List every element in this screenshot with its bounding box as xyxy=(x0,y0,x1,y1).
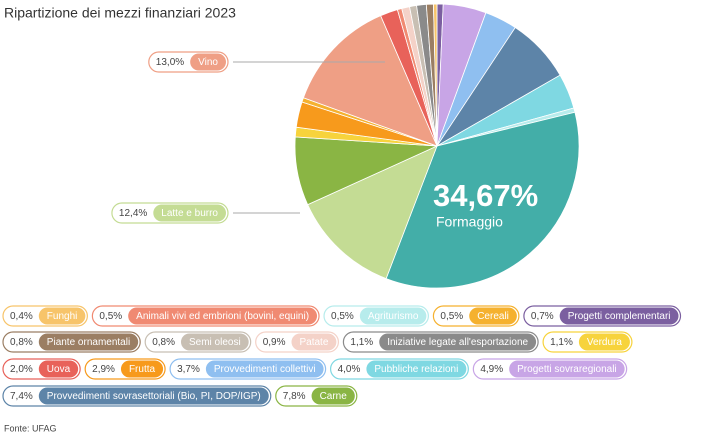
legend-item: 0,8% Piante ornamentali xyxy=(2,331,141,353)
legend-swatch xyxy=(128,307,318,325)
legend-value: 0,5% xyxy=(331,311,354,322)
legend-item: 12,4% Latte e burro xyxy=(111,202,229,224)
legend-label: Iniziative legate all'esportazione xyxy=(387,337,528,348)
legend-value: 3,7% xyxy=(177,364,200,375)
legend-label: Semi oleosi xyxy=(189,337,241,348)
legend-swatch xyxy=(120,360,164,378)
legend-item: 0,9% Patate xyxy=(255,331,340,353)
legend-value: 0,4% xyxy=(10,311,33,322)
chart-title: Ripartizione dei mezzi finanziari 2023 xyxy=(4,5,236,21)
legend-label: Verdura xyxy=(587,337,622,348)
legend-swatch xyxy=(38,387,269,405)
legend-value: 7,8% xyxy=(283,391,306,402)
legend-item: 0,5% Cereali xyxy=(432,305,520,327)
legend-value: 0,5% xyxy=(440,311,463,322)
pie-slice xyxy=(385,111,580,289)
legend-value: 7,4% xyxy=(10,391,33,402)
legend-label: Provvedimenti sovrasettoriali (Bio, PI, … xyxy=(47,391,261,402)
legend-swatch xyxy=(38,360,79,378)
legend-value: 0,9% xyxy=(263,337,286,348)
legend-swatch xyxy=(578,333,630,351)
slice-label: Formaggio xyxy=(436,214,503,230)
legend-item: 0,8% Semi oleosi xyxy=(144,331,252,353)
legend-swatch xyxy=(509,360,625,378)
legend-item: 4,0% Pubbliche relazioni xyxy=(329,358,469,380)
legend-item: 7,4% Provvedimenti sovrasettoriali (Bio, … xyxy=(2,385,272,407)
legend-item: 1,1% Verdura xyxy=(542,331,633,353)
legend-item: 0,4% Funghi xyxy=(2,305,88,327)
legend-swatch xyxy=(180,333,249,351)
legend-value: 2,9% xyxy=(92,364,115,375)
pie-slice xyxy=(433,3,438,147)
legend-swatch xyxy=(366,360,467,378)
legend-label: Latte e burro xyxy=(161,208,218,219)
legend-item: 0,7% Progetti complementari xyxy=(523,305,682,327)
legend-swatch xyxy=(153,204,226,222)
legend-swatch xyxy=(469,307,517,325)
legend-item: 2,9% Frutta xyxy=(84,358,166,380)
legend-item: 1,1% Iniziative legate all'esportazione xyxy=(342,331,539,353)
legend-item: 3,7% Provvedimenti collettivi xyxy=(169,358,327,380)
legend-item: 0,5% Animali vivi ed embrioni (bovini, eq… xyxy=(91,305,320,327)
legend-label: Agriturismo xyxy=(368,311,419,322)
legend-swatch xyxy=(359,307,427,325)
pie-slice xyxy=(307,145,438,280)
legend-item: 13,0% Vino xyxy=(148,51,229,73)
legend-value: 1,1% xyxy=(350,337,373,348)
legend-label: Cereali xyxy=(477,311,509,322)
legend-value: 0,5% xyxy=(99,311,122,322)
legend-label: Progetti sovraregionali xyxy=(517,364,617,375)
legend-label: Pubbliche relazioni xyxy=(374,364,458,375)
legend-value: 2,0% xyxy=(10,364,33,375)
legend-swatch xyxy=(379,333,537,351)
legend-value: 0,7% xyxy=(531,311,554,322)
legend-label: Provvedimenti collettivi xyxy=(214,364,316,375)
legend-label: Funghi xyxy=(47,311,78,322)
legend-item: 2,0% Uova xyxy=(2,358,81,380)
legend-item: 7,8% Carne xyxy=(275,385,358,407)
source: Fonte: UFAG xyxy=(4,423,57,433)
legend-item: 4,9% Progetti sovraregionali xyxy=(472,358,628,380)
legend-swatch xyxy=(190,53,226,71)
legend-value: 1,1% xyxy=(550,337,573,348)
legend-swatch xyxy=(205,360,324,378)
legend-value: 4,9% xyxy=(480,364,503,375)
legend-value: 0,8% xyxy=(10,337,33,348)
legend-label: Progetti complementari xyxy=(568,311,671,322)
legend-swatch xyxy=(38,333,139,351)
legend-label: Frutta xyxy=(129,364,156,375)
legend-label: Piante ornamentali xyxy=(47,337,130,348)
legend-label: Vino xyxy=(198,57,218,68)
legend-value: 0,8% xyxy=(152,337,175,348)
legend-value: 12,4% xyxy=(119,208,147,219)
legend-label: Patate xyxy=(299,337,328,348)
legend-swatch xyxy=(311,387,355,405)
legend-item: 0,5% Agriturismo xyxy=(323,305,430,327)
legend-label: Uova xyxy=(47,364,71,375)
legend-swatch xyxy=(559,307,679,325)
legend-swatch xyxy=(38,307,86,325)
legend-value: 4,0% xyxy=(338,364,361,375)
slice-value-label: 34,67% xyxy=(433,178,538,213)
legend-value: 13,0% xyxy=(156,57,184,68)
pie-slice xyxy=(302,15,438,147)
legend-label: Carne xyxy=(320,391,348,402)
legend-swatch xyxy=(291,333,337,351)
legend-label: Animali vivi ed embrioni (bovini, equini… xyxy=(136,311,309,322)
